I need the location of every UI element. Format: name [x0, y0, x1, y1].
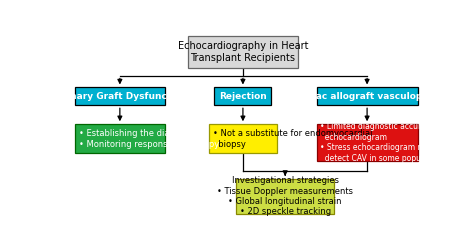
- Text: • Limited diagnostic accuracy of resting
  echocardiogram
• Stress echocardiogra: • Limited diagnostic accuracy of resting…: [320, 122, 474, 163]
- Text: Echocardiography in Heart
Transplant Recipients: Echocardiography in Heart Transplant Rec…: [178, 41, 308, 63]
- Text: Primary Graft Dysfunction: Primary Graft Dysfunction: [53, 92, 187, 101]
- Text: Investigational strategies
• Tissue Doppler measurements
• Global longitudinal s: Investigational strategies • Tissue Dopp…: [217, 176, 353, 216]
- FancyBboxPatch shape: [317, 124, 418, 161]
- Text: • Not a substitute for endomyocardial
  biopsy: • Not a substitute for endomyocardial bi…: [213, 129, 372, 148]
- FancyBboxPatch shape: [75, 87, 165, 105]
- FancyBboxPatch shape: [209, 124, 277, 153]
- Text: Rejection: Rejection: [219, 92, 267, 101]
- FancyBboxPatch shape: [237, 179, 334, 214]
- FancyBboxPatch shape: [75, 124, 165, 153]
- FancyBboxPatch shape: [317, 87, 418, 105]
- Text: Cardiac allograft vasculopathy: Cardiac allograft vasculopathy: [289, 92, 445, 101]
- FancyBboxPatch shape: [188, 36, 298, 68]
- FancyBboxPatch shape: [214, 87, 272, 105]
- Text: • Establishing the diagnosis
• Monitoring response to therapy: • Establishing the diagnosis • Monitorin…: [79, 129, 219, 148]
